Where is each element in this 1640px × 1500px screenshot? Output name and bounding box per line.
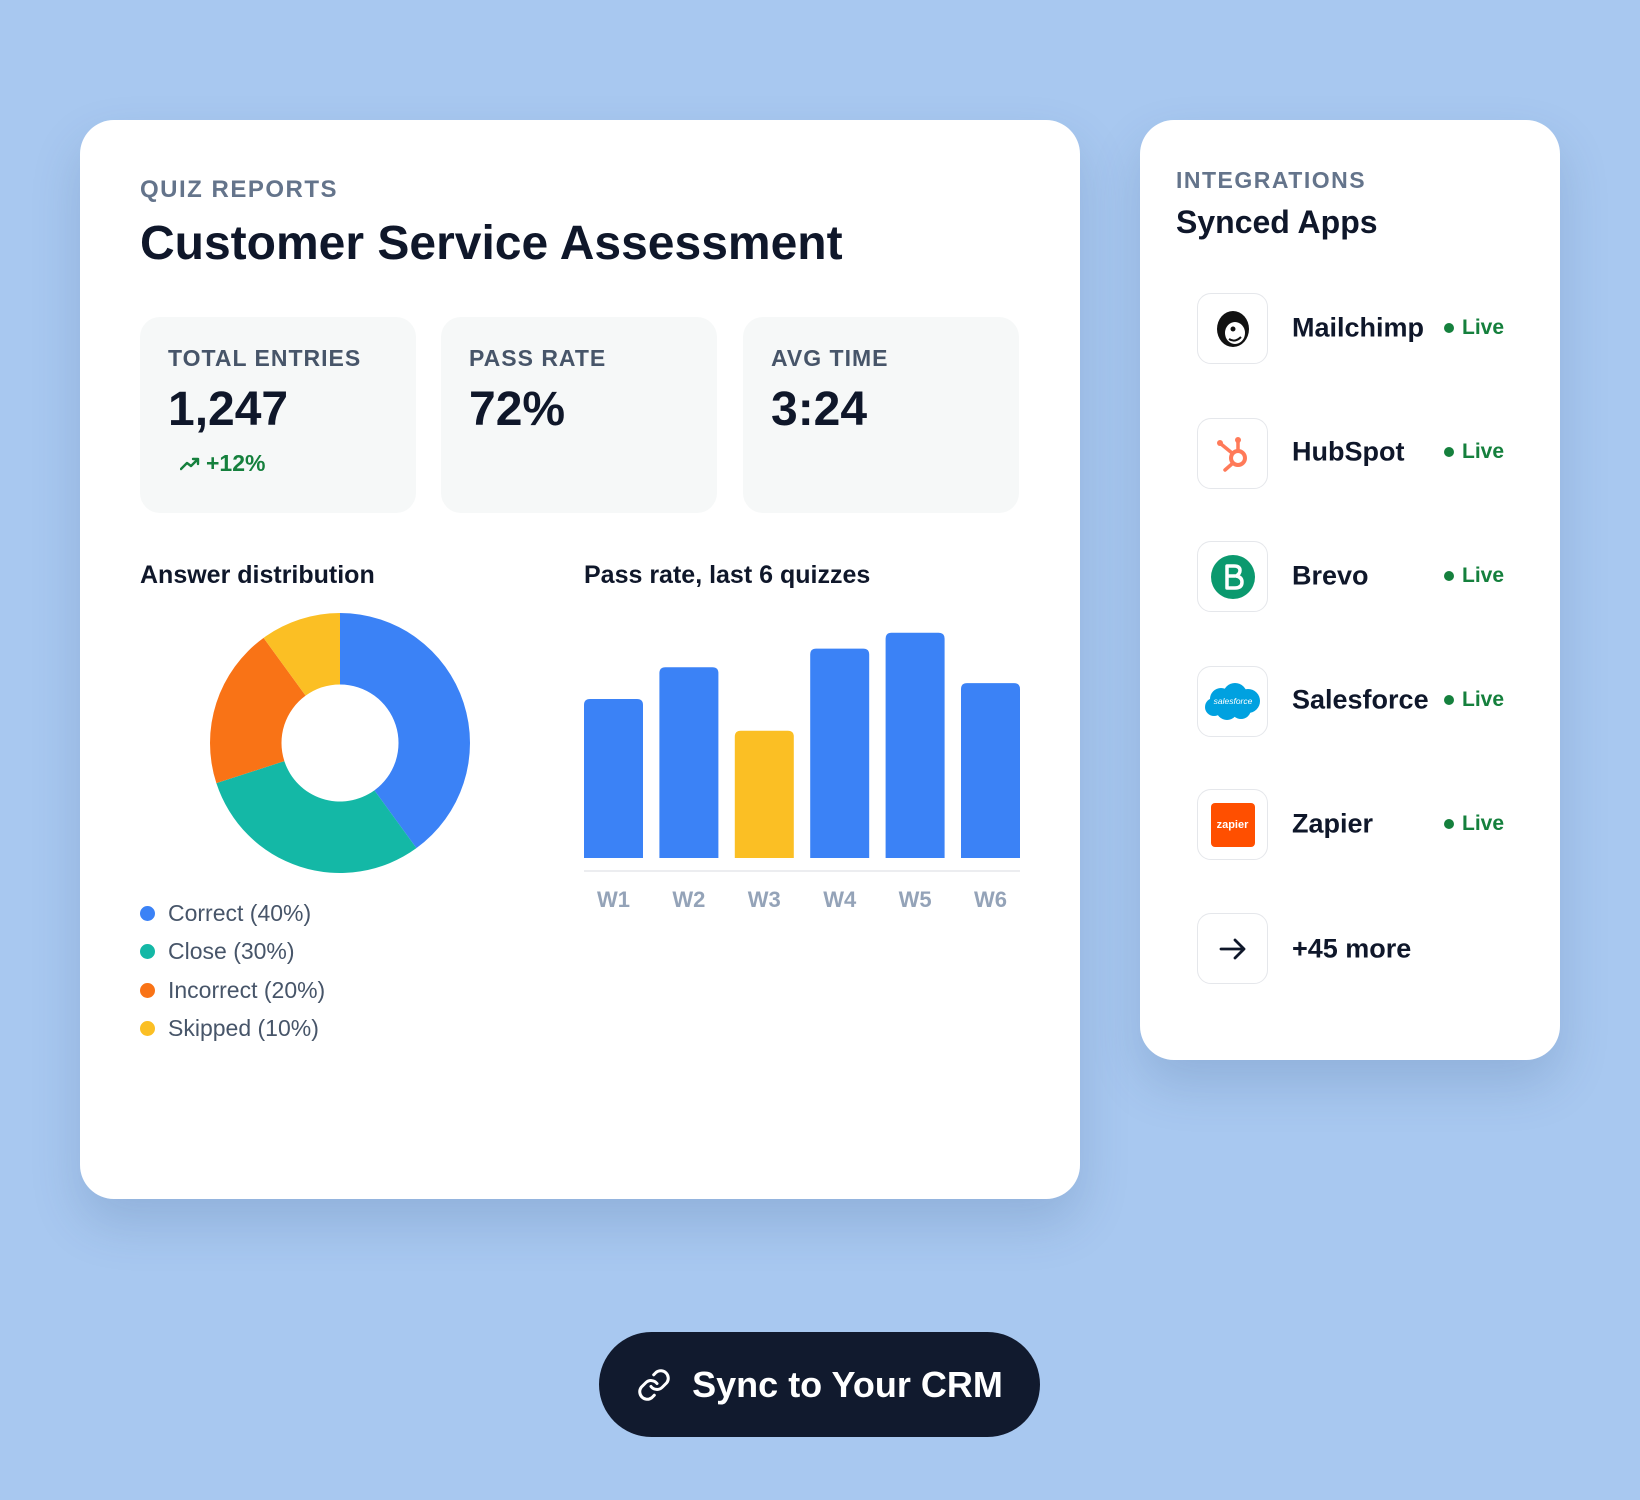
app-status: Live [1444, 688, 1504, 712]
app-name: Brevo [1292, 560, 1369, 591]
logo [1216, 310, 1249, 347]
legend-label: Close (30%) [168, 938, 295, 965]
bar [810, 648, 870, 858]
legend-item: Close (30%) [140, 938, 295, 965]
status-dot [1444, 819, 1454, 829]
mailchimp-logo [1197, 293, 1268, 364]
stat-card: AVG TIME 3:24 [743, 317, 1019, 513]
donut-segment [216, 761, 417, 873]
logo [1210, 554, 1255, 599]
salesforce-logo: salesforce [1197, 666, 1268, 737]
stat-card: PASS RATE 72% [441, 317, 717, 513]
logo [1216, 436, 1247, 472]
app-name: Zapier [1292, 808, 1374, 839]
legend-swatch [140, 906, 155, 921]
donut-segment [263, 613, 340, 696]
more-icon[interactable] [1197, 913, 1268, 984]
legend-item: Correct (40%) [140, 900, 311, 927]
stat-change: +12% [180, 450, 265, 477]
app-status: Live [1444, 316, 1504, 340]
app-name: Salesforce [1292, 684, 1429, 715]
report-eyebrow: QUIZ REPORTS [140, 176, 339, 203]
sync-button[interactable]: Sync to Your CRM [599, 1332, 1040, 1437]
legend-item: Skipped (10%) [140, 1015, 319, 1042]
app-status: Live [1444, 812, 1504, 836]
legend-item: Incorrect (20%) [140, 977, 325, 1004]
status-text: Live [1462, 688, 1505, 711]
integrations-eyebrow: INTEGRATIONS [1176, 167, 1367, 193]
app-name: HubSpot [1292, 436, 1405, 467]
hubspot-logo [1197, 418, 1268, 489]
stat-value: 1,247 [168, 383, 289, 436]
status-text: Live [1462, 440, 1505, 463]
bar [659, 667, 719, 858]
x-tick-label: W2 [672, 887, 705, 912]
stat-card: TOTAL ENTRIES 1,247 +12% [140, 317, 416, 513]
status-dot [1444, 323, 1454, 333]
app-status: Live [1444, 440, 1504, 464]
legend-swatch [140, 944, 155, 960]
x-tick-label: W5 [899, 887, 932, 912]
stat-label: AVG TIME [771, 345, 889, 371]
status-dot [1444, 447, 1454, 457]
stat-change-text: +12% [206, 450, 266, 476]
integrations-title: Synced Apps [1176, 204, 1378, 240]
donut-segment [340, 613, 470, 849]
app-status: Live [1444, 564, 1504, 588]
bar [734, 730, 794, 858]
more-link[interactable]: +45 more [1292, 933, 1412, 964]
bar [961, 683, 1020, 858]
status-text: Live [1462, 316, 1505, 339]
report-title: Customer Service Assessment [140, 217, 843, 270]
chart-title: Pass rate, last 6 quizzes [584, 561, 871, 589]
bar [885, 632, 945, 858]
trend-icon [180, 457, 200, 470]
x-tick-label: W6 [974, 887, 1007, 912]
charts: W1 W2 W3 W4 W5 W6 [209, 613, 1020, 912]
donut-segment [209, 637, 306, 784]
logo: salesforce [1204, 682, 1260, 720]
stat-value: 3:24 [771, 383, 868, 436]
status-text: Live [1462, 812, 1505, 835]
logo-text: zapier [1210, 802, 1255, 847]
stat-label: PASS RATE [469, 345, 607, 371]
x-tick-label: W3 [748, 887, 781, 912]
stat-label: TOTAL ENTRIES [168, 345, 362, 371]
zapier-logo: zapier [1197, 789, 1268, 860]
legend-label: Correct (40%) [168, 900, 312, 926]
legend-swatch [140, 1020, 155, 1036]
legend-swatch [140, 982, 155, 998]
arrow-icon [1219, 938, 1245, 959]
bar [584, 699, 643, 858]
logo-text: salesforce [1213, 696, 1252, 706]
button-label: Sync to Your CRM [692, 1363, 1003, 1405]
brevo-logo [1197, 541, 1268, 612]
chart-title: Answer distribution [140, 561, 375, 589]
app-name: Mailchimp [1292, 312, 1425, 343]
link-icon [638, 1368, 670, 1401]
status-dot [1444, 695, 1454, 705]
legend-label: Skipped (10%) [168, 1014, 319, 1041]
legend-label: Incorrect (20%) [168, 976, 326, 1003]
x-tick-label: W4 [823, 887, 857, 912]
status-dot [1444, 571, 1454, 581]
status-text: Live [1462, 564, 1505, 587]
x-tick-label: W1 [597, 887, 630, 912]
stat-value: 72% [469, 383, 566, 436]
